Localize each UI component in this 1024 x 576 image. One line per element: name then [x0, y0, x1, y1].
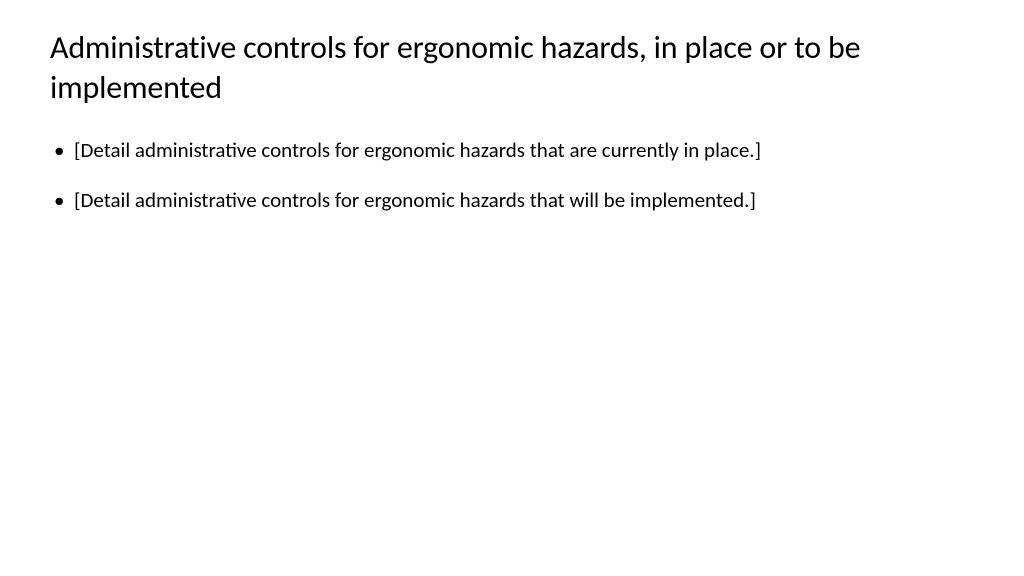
slide-title: Administrative controls for ergonomic ha… — [50, 28, 974, 108]
list-item: [Detail administrative controls for ergo… — [50, 136, 974, 164]
bullet-list: [Detail administrative controls for ergo… — [50, 136, 974, 215]
list-item: [Detail administrative controls for ergo… — [50, 186, 974, 214]
